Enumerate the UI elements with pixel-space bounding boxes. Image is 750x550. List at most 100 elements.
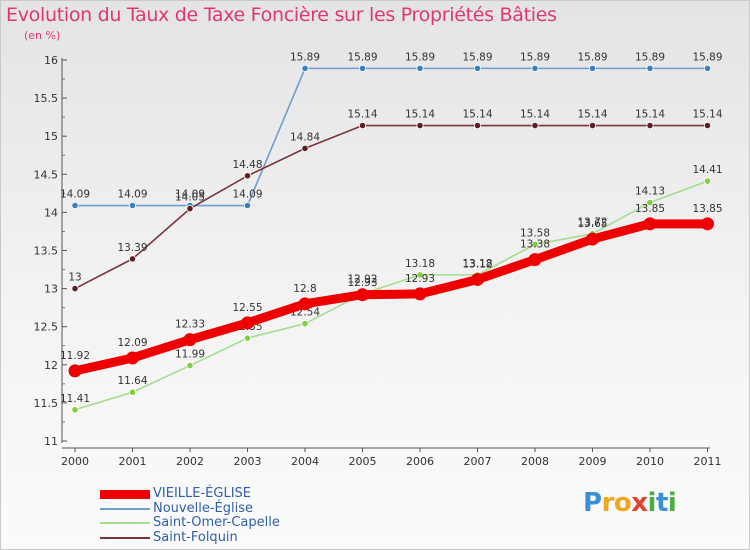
data-point-saint-omer-capelle [243,334,252,342]
y-tick-label: 11.5 [34,397,59,410]
data-point-saint-folquin [186,204,194,213]
data-point-saint-folquin [588,121,597,130]
data-label-vieille-glise: 12.55 [232,302,262,314]
legend-item: Saint-Folquin [100,529,280,546]
data-point-saint-folquin [128,255,137,263]
data-label-nouvelle-glise: 14.09 [60,189,90,201]
x-tick-label: 2011 [694,455,722,468]
data-point-saint-omer-capelle [301,320,309,328]
data-label-vieille-glise: 13.85 [635,203,665,215]
legend-swatch [100,522,150,525]
x-tick-label: 2007 [464,455,492,468]
data-label-nouvelle-glise: 15.89 [692,51,722,63]
data-label-saint-folquin: 15.14 [405,109,435,121]
y-tick-label: 12.5 [34,321,59,334]
data-label-saint-omer-capelle: 13.72 [577,217,607,229]
logo-letter: i [667,488,677,518]
data-point-saint-omer-capelle [531,240,539,249]
data-point-saint-folquin [358,121,367,130]
y-tick-label: 15.5 [34,92,59,105]
data-label-nouvelle-glise: 15.89 [405,51,435,63]
data-point-saint-omer-capelle [128,388,137,396]
data-label-nouvelle-glise: 15.89 [290,51,320,63]
data-label-saint-omer-capelle: 14.13 [635,185,665,197]
data-label-saint-folquin: 13 [68,272,81,284]
data-point-nouvelle-glise [531,64,539,72]
series-line-saint-omer-capelle [74,180,709,411]
series-line-nouvelle-glise [74,67,709,207]
data-label-nouvelle-glise: 14.09 [232,189,262,201]
data-point-nouvelle-glise [71,201,79,210]
x-tick-label: 2010 [636,455,664,468]
data-point-nouvelle-glise [128,201,137,210]
data-point-nouvelle-glise [703,64,712,72]
x-tick-label: 2004 [291,455,319,468]
logo-letter: r [601,488,615,518]
data-label-saint-folquin: 15.14 [635,109,665,121]
legend-label: VIEILLE-ÉGLISE [153,486,251,502]
legend-item: Saint-Omer-Capelle [100,516,280,531]
x-tick-label: 2000 [61,455,89,468]
data-label-vieille-glise: 13.85 [692,203,722,215]
chart-legend: VIEILLE-ÉGLISE Nouvelle-Église Saint-Omer-… [100,487,280,545]
data-label-nouvelle-glise: 15.89 [347,51,377,63]
y-tick-label: 15 [44,130,58,143]
data-point-saint-folquin [703,121,712,130]
data-point-vieille-glise [241,316,254,330]
data-point-saint-omer-capelle [186,361,194,370]
data-point-saint-omer-capelle [416,271,424,279]
data-label-saint-folquin: 15.14 [462,109,492,121]
data-point-nouvelle-glise [646,64,654,72]
data-point-vieille-glise [528,253,542,267]
data-label-vieille-glise: 13.65 [577,218,607,230]
data-point-vieille-glise [298,297,312,311]
y-unit-label: (en %) [24,29,61,42]
chart-title: Evolution du Taux de Taxe Foncière sur l… [6,4,557,26]
data-label-saint-omer-capelle: 14.41 [692,164,722,176]
legend-swatch [100,536,150,539]
data-point-nouvelle-glise [301,64,309,72]
data-label-saint-folquin: 15.14 [577,109,607,121]
data-label-saint-omer-capelle: 12.93 [347,277,377,289]
data-label-nouvelle-glise: 14.09 [175,189,205,201]
data-point-saint-folquin [646,121,654,130]
data-label-saint-folquin: 15.14 [520,109,550,121]
x-tick-label: 2002 [176,455,204,468]
data-point-nouvelle-glise [473,64,482,72]
x-tick-label: 2006 [406,455,434,468]
data-label-vieille-glise: 12.93 [405,273,435,285]
data-point-vieille-glise [356,288,369,302]
data-point-vieille-glise [471,272,484,286]
data-point-saint-omer-capelle [646,198,654,207]
data-point-vieille-glise [643,217,657,231]
series-line-vieille-glise [70,219,712,376]
legend-swatch [100,489,150,499]
x-tick-label: 2001 [119,455,147,468]
data-point-vieille-glise [68,364,82,378]
data-point-vieille-glise [413,287,427,301]
y-tick-label: 13.5 [34,245,59,258]
data-label-nouvelle-glise: 15.89 [635,51,665,63]
y-tick-label: 14 [44,206,58,219]
y-tick-label: 16 [44,54,58,67]
x-tick-label: 2005 [349,455,377,468]
data-label-saint-folquin: 14.05 [175,192,205,204]
data-point-saint-folquin [71,284,79,293]
logo-letter: i [647,488,657,518]
data-label-nouvelle-glise: 14.09 [117,189,147,201]
legend-label: Saint-Omer-Capelle [153,515,280,531]
legend-item: VIEILLE-ÉGLISE [100,487,280,502]
logo-letter: P [583,488,602,518]
data-point-vieille-glise [586,232,599,246]
data-label-vieille-glise: 11.92 [60,350,90,362]
data-label-vieille-glise: 12.09 [117,337,147,349]
data-point-saint-folquin [531,121,539,130]
legend-item: Nouvelle-Église [100,501,280,517]
legend-label: Saint-Folquin [153,529,238,545]
legend-swatch [100,507,150,510]
data-label-nouvelle-glise: 15.89 [520,51,550,63]
data-label-saint-folquin: 14.84 [290,131,320,143]
y-tick-label: 11 [44,435,58,448]
